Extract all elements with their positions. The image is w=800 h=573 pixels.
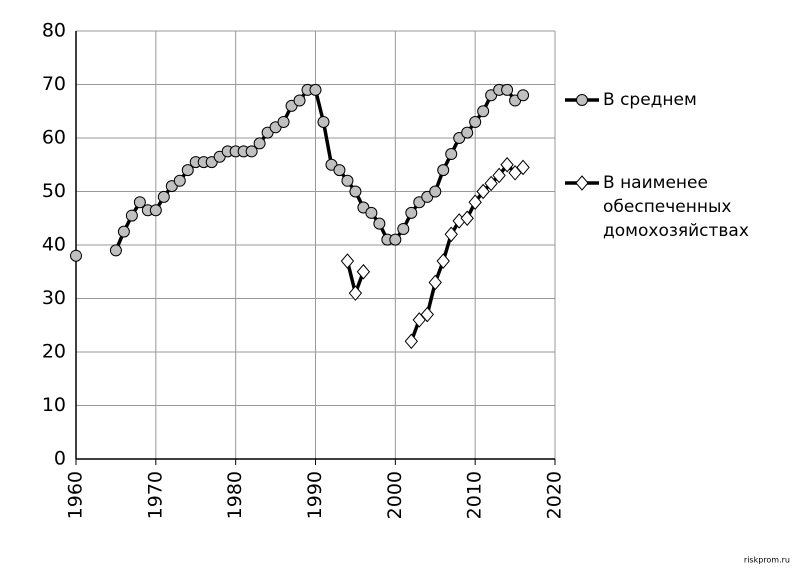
data-point xyxy=(333,164,346,177)
data-point xyxy=(429,185,442,198)
data-point xyxy=(340,253,355,269)
data-point xyxy=(277,115,290,128)
data-point xyxy=(428,274,442,291)
y-tick-label: 70 xyxy=(42,73,66,95)
data-point xyxy=(245,145,258,158)
legend-item: В среднем xyxy=(603,90,697,110)
data-point xyxy=(173,174,186,187)
data-point xyxy=(500,156,514,173)
data-point xyxy=(373,217,386,230)
y-tick-label: 10 xyxy=(42,394,66,416)
data-point xyxy=(365,206,378,219)
data-point xyxy=(404,333,418,350)
data-point xyxy=(109,244,122,257)
data-point xyxy=(444,226,458,243)
data-point xyxy=(317,115,330,128)
data-point xyxy=(460,210,474,227)
legend-label: В среднем xyxy=(603,90,697,110)
data-point xyxy=(133,196,146,209)
data-point xyxy=(476,183,490,200)
data-point xyxy=(436,253,450,269)
source: riskprom.ru xyxy=(744,556,790,565)
data-point xyxy=(492,167,506,184)
y-tick-label: 80 xyxy=(42,20,66,42)
y-tick-label: 40 xyxy=(42,234,66,256)
data-point xyxy=(293,94,306,107)
data-point xyxy=(405,206,418,219)
data-point xyxy=(420,306,434,323)
data-point xyxy=(181,164,194,177)
data-point xyxy=(477,105,490,118)
data-point xyxy=(348,285,363,301)
data-point xyxy=(149,204,162,217)
x-tick-label: 1970 xyxy=(144,471,166,519)
legend-item: В наименее обеспеченных домохозяйствах xyxy=(603,173,749,241)
legend-marker xyxy=(575,175,589,191)
data-point xyxy=(516,159,530,176)
data-point xyxy=(309,83,322,96)
data-point xyxy=(117,225,130,238)
x-tick-label: 1990 xyxy=(304,471,326,519)
data-point xyxy=(125,209,138,222)
x-tick-label: 2020 xyxy=(544,471,566,519)
data-point xyxy=(389,233,402,246)
data-point xyxy=(356,263,371,280)
data-point xyxy=(349,185,362,198)
data-point xyxy=(445,148,458,161)
data-point xyxy=(484,175,498,192)
data-point xyxy=(468,194,482,210)
y-tick-label: 30 xyxy=(42,287,66,309)
data-point xyxy=(70,249,82,262)
y-tick-label: 60 xyxy=(42,127,66,149)
x-tick-label: 2000 xyxy=(384,471,406,519)
legend-marker xyxy=(576,94,588,106)
y-tick-label: 50 xyxy=(42,180,66,202)
data-point xyxy=(341,174,354,187)
legend-label: В наименее обеспеченных домохозяйствах xyxy=(603,173,749,241)
y-tick-label: 0 xyxy=(54,448,66,470)
y-tick-label: 20 xyxy=(42,341,66,363)
data-point xyxy=(437,164,450,177)
data-point xyxy=(517,89,530,102)
x-tick-label: 2010 xyxy=(464,471,486,519)
data-point xyxy=(397,222,410,235)
x-tick-label: 1960 xyxy=(65,471,87,519)
series-line xyxy=(114,88,525,252)
data-point xyxy=(461,126,474,139)
data-point xyxy=(501,83,514,96)
data-point xyxy=(253,137,266,150)
x-tick-label: 1980 xyxy=(224,471,246,519)
data-point xyxy=(469,115,482,128)
data-point xyxy=(157,190,170,203)
